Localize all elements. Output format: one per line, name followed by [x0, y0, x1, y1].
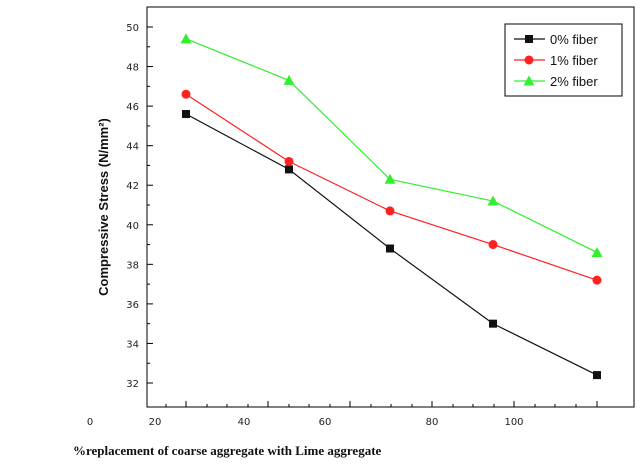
data-point [593, 371, 601, 380]
y-tick-label: 48 [126, 63, 139, 74]
legend: 0% fiber 1% fiber 2% fiber [504, 23, 623, 97]
data-point [283, 74, 295, 85]
data-point [488, 240, 498, 250]
y-tick-label: 42 [126, 181, 139, 192]
y-axis-label: Compressive Stress (N/mm²) [96, 118, 111, 296]
y-tick-label: 34 [126, 339, 139, 350]
y-tick-label: 36 [126, 300, 139, 311]
series-1-fiber [181, 89, 602, 285]
series-2-fiber [180, 33, 603, 257]
y-axis: 32 34 36 38 40 42 44 46 48 50 [126, 23, 153, 390]
data-point [180, 33, 192, 44]
data-point [285, 165, 293, 174]
data-point [181, 89, 191, 99]
y-tick-label: 50 [126, 23, 139, 34]
x-tick-label: 60 [319, 417, 332, 428]
data-point [524, 55, 534, 65]
y-tick-label: 40 [126, 221, 139, 232]
y-tick-label: 46 [126, 102, 139, 113]
y-tick-label: 38 [126, 260, 139, 271]
data-point [591, 246, 603, 257]
data-point [385, 206, 395, 216]
series-layer [180, 33, 603, 380]
x-tick-label: 20 [149, 417, 162, 428]
data-point [592, 275, 602, 285]
legend-label: 0% fiber [550, 32, 598, 47]
x-tick-label: 80 [426, 417, 439, 428]
legend-label: 1% fiber [550, 53, 598, 68]
data-point [384, 173, 396, 184]
y-tick-label: 32 [126, 379, 139, 390]
legend-label: 2% fiber [550, 74, 598, 89]
data-point [182, 110, 190, 119]
x-axis-label: %replacement of coarse aggregate with Li… [73, 443, 382, 458]
y-tick-label: 44 [126, 142, 139, 153]
x-tick-label: 100 [504, 417, 523, 428]
data-point [386, 244, 394, 253]
series-0-fiber [182, 110, 601, 380]
x-axis: 0 20 40 60 80 100 [87, 401, 598, 428]
data-point [523, 75, 535, 86]
data-point [525, 35, 533, 43]
x-tick-label: 0 [87, 417, 93, 428]
data-point [487, 195, 499, 206]
x-tick-label: 40 [238, 417, 251, 428]
data-point [489, 319, 497, 328]
data-point [284, 156, 294, 166]
